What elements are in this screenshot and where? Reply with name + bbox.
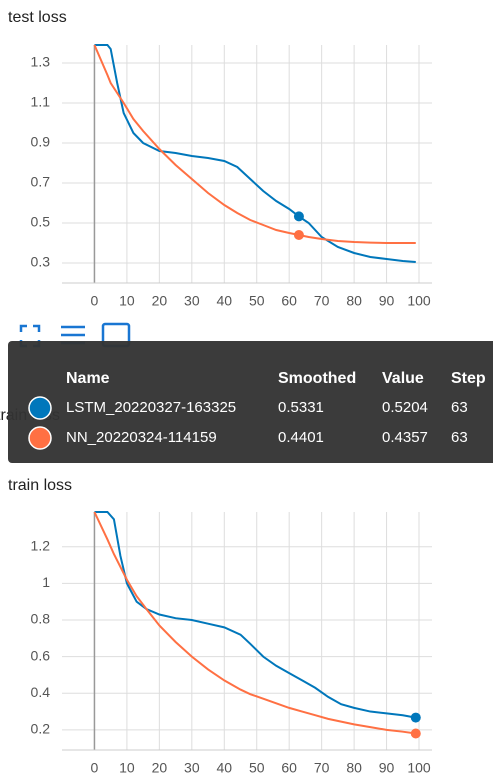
x-tick-label: 80	[346, 760, 362, 776]
tooltip-header: Name	[66, 370, 110, 387]
x-tick-label: 50	[249, 293, 265, 309]
tooltip-cell: 63	[451, 429, 468, 446]
chart-title: train loss	[8, 477, 72, 494]
x-tick-label: 30	[184, 293, 200, 309]
tooltip-header: Smoothed	[278, 370, 356, 387]
x-tick-label: 10	[119, 760, 135, 776]
series-line	[93, 44, 416, 244]
x-tick-label: 90	[379, 293, 395, 309]
tooltip-cell: NN_20220324-114159	[66, 429, 217, 446]
x-tick-label: 20	[152, 293, 168, 309]
x-tick-label: 10	[119, 293, 135, 309]
tooltip-cell: 0.4357	[382, 429, 428, 446]
x-tick-label: 30	[184, 760, 200, 776]
legend-dot	[28, 396, 52, 420]
y-tick-label: 0.8	[31, 611, 51, 627]
x-tick-label: 70	[314, 760, 330, 776]
y-tick-label: 1.3	[31, 54, 51, 70]
x-tick-label: 60	[281, 760, 297, 776]
chart-title: test loss	[8, 9, 67, 26]
legend-icon[interactable]	[61, 325, 85, 345]
y-tick-label: 1.1	[31, 94, 51, 110]
fullscreen-icon[interactable]	[19, 324, 41, 348]
hover-marker	[410, 712, 421, 723]
tooltip-header: Step	[451, 370, 486, 387]
x-tick-label: 90	[379, 760, 395, 776]
x-tick-label: 70	[314, 293, 330, 309]
x-tick-label: 100	[407, 760, 431, 776]
y-tick-label: 1	[42, 574, 50, 590]
y-tick-label: 0.4	[31, 684, 51, 700]
charts: 0.30.50.70.91.11.30 10 20 30 40 50 60 70 80 90 100…	[31, 44, 432, 776]
y-tick-label: 0.7	[31, 174, 51, 190]
tooltip-cell: 0.5204	[382, 399, 428, 416]
x-tick-label: 40	[216, 293, 232, 309]
y-tick-label: 0.6	[31, 647, 51, 663]
series-line	[93, 511, 416, 735]
hover-marker	[293, 211, 304, 222]
y-tick-label: 0.3	[31, 254, 51, 270]
x-tick-label: 100	[407, 293, 431, 309]
series-line	[94, 44, 416, 263]
y-tick-label: 1.2	[31, 537, 51, 553]
x-tick-label: 80	[346, 293, 362, 309]
tooltip: Name Smoothed Value Step LSTM_20220327-16332…	[8, 341, 493, 463]
x-tick-label: 20	[152, 760, 168, 776]
series-line	[94, 511, 416, 719]
x-tick-label: 60	[281, 293, 297, 309]
x-tick-label: 50	[249, 760, 265, 776]
y-tick-label: 0.5	[31, 214, 51, 230]
tooltip-cell: 63	[451, 399, 468, 416]
tooltip-cell: 0.4401	[278, 429, 324, 446]
y-tick-label: 0.9	[31, 134, 51, 150]
hover-marker	[410, 728, 421, 739]
hover-marker	[293, 230, 304, 240]
tooltip-header: Value	[382, 370, 424, 387]
y-tick-label: 0.2	[31, 721, 51, 737]
tooltip-bg	[8, 341, 493, 463]
x-tick-label: 0	[91, 760, 99, 776]
x-tick-label: 0	[91, 293, 99, 309]
tooltip-cell: 0.5331	[278, 399, 324, 416]
legend-dot	[28, 426, 52, 450]
x-tick-label: 40	[216, 760, 232, 776]
tooltip-cell: LSTM_20220327-163325	[66, 399, 236, 416]
